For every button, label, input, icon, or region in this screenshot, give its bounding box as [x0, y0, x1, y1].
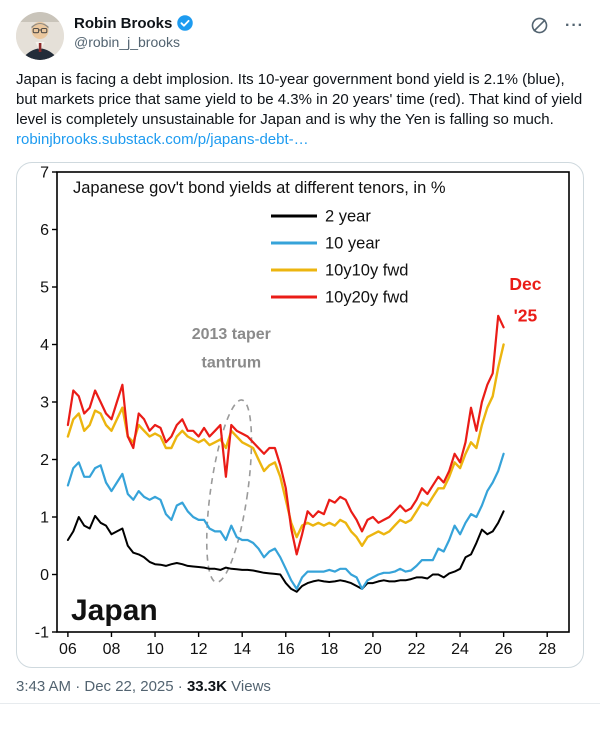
x-axis-tick-label: 14 — [233, 641, 251, 658]
author-handle[interactable]: @robin_j_brooks — [74, 34, 181, 50]
endpoint-date-label: '25 — [514, 306, 538, 326]
taper-tantrum-label: tantrum — [202, 355, 262, 372]
y-axis-tick-label: 1 — [40, 510, 49, 527]
taper-tantrum-label: 2013 taper — [192, 326, 271, 343]
avatar[interactable] — [16, 12, 64, 60]
grok-icon[interactable] — [530, 16, 549, 35]
legend-label: 10y10y fwd — [325, 262, 408, 280]
country-label: Japan — [71, 594, 158, 627]
verified-badge-icon — [177, 15, 194, 31]
y-axis-tick-label: 4 — [40, 337, 49, 354]
x-axis-tick-label: 24 — [451, 641, 469, 658]
footer-separator: · — [177, 678, 183, 695]
author-name[interactable]: Robin Brooks — [74, 14, 173, 32]
tweet-header: Robin Brooks @robin_j_brooks ··· — [16, 12, 584, 60]
x-axis-tick-label: 10 — [146, 641, 164, 658]
author-block: Robin Brooks @robin_j_brooks — [74, 12, 530, 50]
tweet-footer: 3:43 AM · Dec 22, 2025 · 33.3K Views — [16, 678, 584, 695]
endpoint-date-label: Dec — [509, 274, 541, 294]
avatar-image — [16, 12, 64, 60]
legend-label: 10 year — [325, 235, 381, 253]
x-axis-tick-label: 26 — [495, 641, 513, 658]
tweet-container: Robin Brooks @robin_j_brooks ··· Japan i… — [0, 12, 600, 704]
x-axis-tick-label: 18 — [320, 641, 338, 658]
y-axis-tick-label: 5 — [40, 280, 49, 297]
x-axis-tick-label: 28 — [538, 641, 556, 658]
x-axis-tick-label: 16 — [277, 641, 295, 658]
series-10y10y-fwd — [66, 343, 505, 547]
x-axis-tick-label: 08 — [103, 641, 121, 658]
views-count: 33.3K — [186, 678, 227, 695]
views-label: Views — [231, 678, 271, 695]
y-axis-tick-label: -1 — [35, 625, 49, 642]
y-axis-tick-label: 0 — [40, 567, 49, 584]
x-axis-tick-label: 06 — [59, 641, 77, 658]
series-10y20y-fwd — [66, 314, 505, 556]
timestamp: 3:43 AM · Dec 22, 2025 — [16, 678, 174, 695]
x-axis-tick-label: 20 — [364, 641, 382, 658]
legend-label: 2 year — [325, 208, 371, 226]
more-menu-icon[interactable]: ··· — [565, 16, 584, 34]
taper-tantrum-ellipse — [205, 399, 253, 584]
y-axis-tick-label: 6 — [40, 222, 49, 239]
chart-title: Japanese gov't bond yields at different … — [73, 179, 446, 197]
x-axis-tick-label: 22 — [408, 641, 426, 658]
series-2-year — [66, 510, 505, 593]
tweet-link[interactable]: robinjbrooks.substack.com/p/japans-debt-… — [16, 131, 309, 148]
legend-label: 10y20y fwd — [325, 289, 408, 307]
header-actions: ··· — [530, 12, 584, 35]
tweet-text: Japan is facing a debt implosion. Its 10… — [16, 71, 587, 128]
chart-media-card[interactable]: -1 0 1 2 3 4 5 6 7 06 08 10 12 14 16 18 20 22 24 26 28 Japane… — [16, 162, 584, 668]
y-axis-tick-label: 7 — [40, 166, 49, 182]
series-10-year — [66, 452, 505, 590]
y-axis-tick-label: 3 — [40, 395, 49, 412]
x-axis-tick-label: 12 — [190, 641, 208, 658]
y-axis-tick-label: 2 — [40, 452, 49, 469]
chart-frame — [56, 171, 570, 633]
